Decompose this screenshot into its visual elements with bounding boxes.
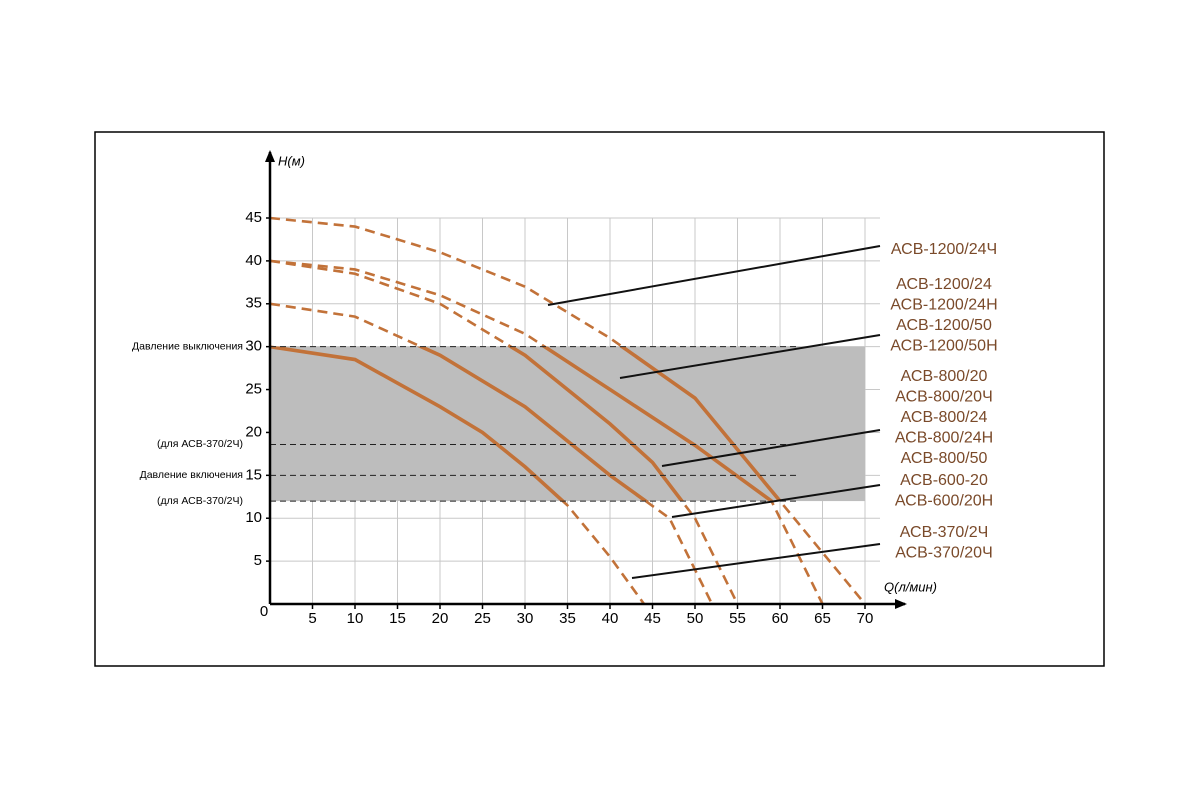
leader-line [671, 484, 881, 518]
curve-solid [507, 346, 685, 502]
leader-line [631, 543, 881, 579]
reference-label: Давление выключения [132, 340, 243, 352]
y-tick-label: 25 [245, 381, 262, 398]
legend-label: АСВ-800/50 [901, 450, 988, 467]
curve-dashed [269, 259, 739, 605]
legend-label: АСВ-800/24 [901, 409, 988, 426]
legend-label: АСВ-800/20 [901, 368, 988, 385]
leader-line [661, 429, 881, 467]
x-tick-label: 60 [772, 610, 789, 627]
curve-solid [619, 346, 783, 502]
y-tick-label: 15 [245, 466, 262, 483]
leader-line [619, 334, 881, 379]
x-tick-label: 20 [432, 610, 449, 627]
x-tick-label: 45 [644, 610, 661, 627]
reference-label: (для АСВ-370/2Ч) [157, 495, 243, 507]
legend-label: АСВ-370/20Ч [895, 545, 992, 562]
x-tick-label: 25 [474, 610, 491, 627]
x-tick-label: 55 [729, 610, 746, 627]
x-tick-label: 70 [857, 610, 874, 627]
legend-label: АСВ-800/24Н [895, 430, 993, 447]
x-tick-label: 50 [687, 610, 704, 627]
x-axis-label: Q(л/мин) [884, 579, 937, 594]
x-tick-label: 10 [347, 610, 364, 627]
curve-solid [416, 346, 649, 502]
legend-label: АСВ-370/2Ч [900, 524, 989, 541]
x-tick-label: 5 [308, 610, 316, 627]
y-tick-label: 35 [245, 295, 262, 312]
x-tick-label: 15 [389, 610, 406, 627]
y-tick-label: 40 [245, 252, 262, 269]
y-axis-label: H(м) [278, 153, 305, 168]
x-tick-label: 65 [814, 610, 831, 627]
leader-line [547, 245, 881, 306]
curve-solid [270, 346, 566, 502]
legend-label: АСВ-600-20 [900, 472, 988, 489]
legend-label: АСВ-1200/24 [896, 276, 992, 293]
legend-label: АСВ-1200/24Ч [891, 241, 997, 258]
y-tick-label: 30 [245, 338, 262, 355]
legend-label: АСВ-1200/50 [896, 317, 992, 334]
legend-label: АСВ-600/20Н [895, 493, 993, 510]
reference-label: Давление включения [140, 469, 243, 481]
frame [94, 131, 1105, 667]
x-tick-label: 30 [517, 610, 534, 627]
y-tick-label: 5 [254, 552, 262, 569]
reference-label: (для АСВ-370/2Ч) [157, 438, 243, 450]
y-tick-label: 10 [245, 509, 262, 526]
y-tick-label: 45 [245, 209, 262, 226]
legend-label: АСВ-800/20Ч [895, 389, 992, 406]
curve-solid [541, 346, 774, 502]
x-tick-label: 0 [260, 603, 268, 620]
legend-label: АСВ-1200/24Н [890, 297, 997, 314]
x-tick-label: 35 [559, 610, 576, 627]
y-tick-label: 20 [245, 423, 262, 440]
legend-label: АСВ-1200/50Н [890, 338, 997, 355]
operating-band [270, 346, 865, 502]
x-tick-label: 40 [602, 610, 619, 627]
